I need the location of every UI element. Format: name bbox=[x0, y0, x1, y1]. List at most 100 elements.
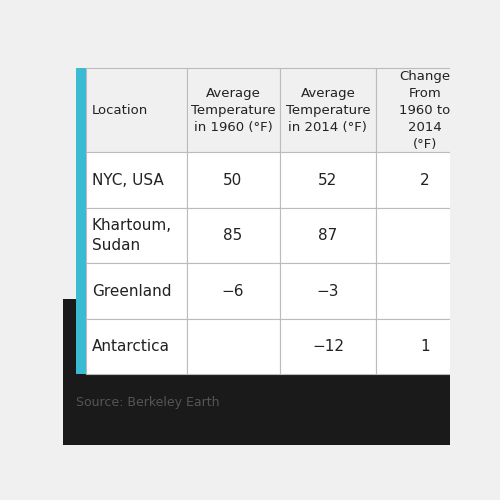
Bar bbox=[188, 264, 191, 318]
Bar bbox=[318, 208, 322, 262]
Bar bbox=[374, 208, 376, 262]
Bar bbox=[365, 208, 368, 262]
Text: Location: Location bbox=[92, 104, 148, 117]
Bar bbox=[443, 153, 446, 207]
Bar bbox=[234, 153, 238, 207]
Text: Average
Temperature
in 1960 (°F): Average Temperature in 1960 (°F) bbox=[190, 86, 276, 134]
Bar bbox=[106, 264, 109, 318]
Bar bbox=[406, 153, 409, 207]
Bar bbox=[452, 264, 456, 318]
Bar bbox=[253, 320, 256, 374]
Bar bbox=[356, 264, 358, 318]
Bar bbox=[443, 320, 446, 374]
Text: 1: 1 bbox=[420, 339, 430, 354]
Bar bbox=[452, 153, 456, 207]
Bar bbox=[434, 153, 437, 207]
Bar bbox=[462, 208, 464, 262]
Bar bbox=[281, 208, 284, 262]
Bar bbox=[171, 208, 174, 262]
Text: Khartoum,
Sudan: Khartoum, Sudan bbox=[92, 218, 172, 253]
Bar bbox=[290, 208, 294, 262]
Bar bbox=[443, 264, 446, 318]
Bar bbox=[96, 153, 100, 207]
Bar bbox=[234, 320, 238, 374]
Bar bbox=[244, 153, 247, 207]
Bar bbox=[346, 153, 350, 207]
Bar bbox=[115, 264, 118, 318]
Bar bbox=[180, 320, 184, 374]
Bar bbox=[162, 153, 165, 207]
Bar bbox=[471, 153, 473, 207]
Bar bbox=[290, 320, 294, 374]
Bar bbox=[134, 208, 137, 262]
Bar bbox=[290, 264, 294, 318]
Bar bbox=[162, 320, 165, 374]
Bar bbox=[143, 208, 146, 262]
Bar bbox=[262, 153, 266, 207]
Bar bbox=[424, 208, 428, 262]
Bar bbox=[206, 153, 210, 207]
Bar bbox=[462, 264, 464, 318]
Bar bbox=[376, 264, 473, 318]
Bar bbox=[318, 153, 322, 207]
Text: Average
Temperature
in 2014 (°F): Average Temperature in 2014 (°F) bbox=[286, 86, 370, 134]
Bar bbox=[115, 208, 118, 262]
Bar bbox=[434, 320, 437, 374]
Bar bbox=[471, 208, 473, 262]
Bar bbox=[225, 264, 228, 318]
Bar bbox=[280, 68, 376, 152]
Bar bbox=[318, 320, 322, 374]
Bar bbox=[180, 264, 184, 318]
Text: Source: Berkeley Earth: Source: Berkeley Earth bbox=[76, 396, 220, 408]
Bar bbox=[318, 264, 322, 318]
Bar bbox=[272, 153, 275, 207]
Bar bbox=[424, 264, 428, 318]
Bar bbox=[186, 68, 280, 152]
Bar bbox=[152, 264, 156, 318]
Bar bbox=[280, 318, 376, 374]
Bar bbox=[244, 264, 247, 318]
Bar bbox=[378, 264, 381, 318]
Bar bbox=[365, 264, 368, 318]
Text: 50: 50 bbox=[224, 172, 242, 188]
Bar bbox=[152, 320, 156, 374]
Bar bbox=[124, 320, 128, 374]
Bar bbox=[225, 320, 228, 374]
Bar bbox=[376, 318, 473, 374]
Bar bbox=[234, 208, 238, 262]
Bar bbox=[124, 153, 128, 207]
Bar bbox=[86, 152, 186, 208]
Bar bbox=[115, 320, 118, 374]
Bar bbox=[378, 320, 381, 374]
Bar bbox=[115, 153, 118, 207]
Bar bbox=[415, 208, 418, 262]
Bar bbox=[106, 320, 109, 374]
Bar bbox=[186, 264, 280, 318]
Bar bbox=[216, 320, 219, 374]
Bar bbox=[374, 320, 376, 374]
Bar bbox=[206, 264, 210, 318]
Bar bbox=[88, 264, 90, 318]
Bar bbox=[300, 320, 303, 374]
Bar bbox=[106, 153, 109, 207]
Bar bbox=[365, 320, 368, 374]
Bar bbox=[186, 152, 280, 208]
Bar bbox=[186, 318, 280, 374]
Bar bbox=[415, 320, 418, 374]
Text: Greenland: Greenland bbox=[92, 284, 172, 298]
Bar bbox=[96, 208, 100, 262]
Bar bbox=[188, 153, 191, 207]
Bar bbox=[376, 152, 473, 208]
Text: 87: 87 bbox=[318, 228, 338, 243]
Bar bbox=[452, 208, 456, 262]
Bar bbox=[86, 68, 186, 152]
Bar bbox=[387, 208, 390, 262]
Bar bbox=[106, 208, 109, 262]
Bar bbox=[374, 153, 376, 207]
Bar bbox=[180, 153, 184, 207]
Bar bbox=[143, 153, 146, 207]
Bar bbox=[143, 264, 146, 318]
Bar bbox=[387, 264, 390, 318]
Bar bbox=[280, 208, 376, 264]
Bar bbox=[234, 264, 238, 318]
